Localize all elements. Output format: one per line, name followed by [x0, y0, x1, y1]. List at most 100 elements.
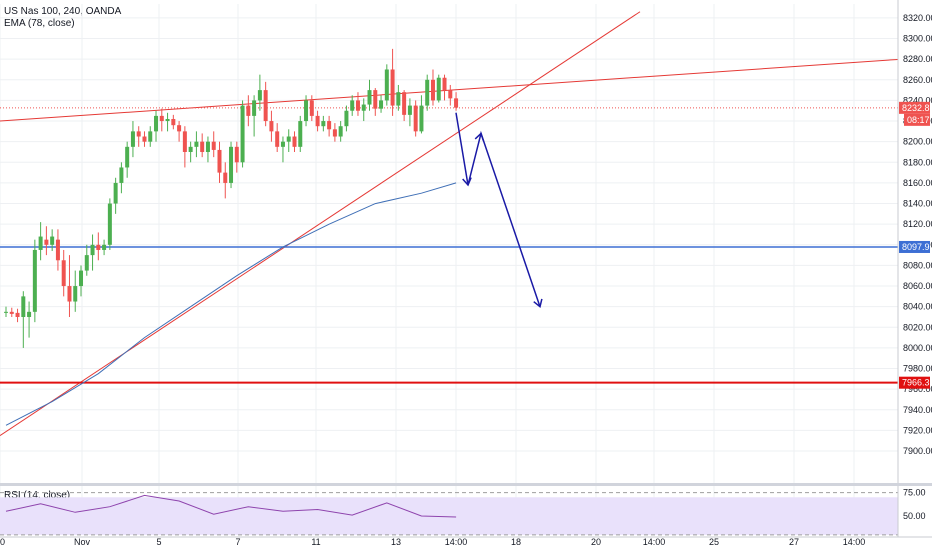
candle-body: [194, 141, 199, 147]
price-tick-label: 8240.00: [903, 95, 932, 105]
price-tick-label: 8060.00: [903, 281, 932, 291]
candle-body: [107, 203, 112, 245]
candle-body: [275, 131, 280, 147]
chart-title: US Nas 100, 240, OANDA: [4, 6, 122, 17]
candle-body: [177, 125, 182, 132]
candle-body: [119, 167, 124, 183]
candle-body: [159, 115, 164, 122]
candle-body: [430, 79, 435, 101]
annotations: [455, 112, 543, 309]
candle-body: [125, 146, 130, 168]
candle-body: [390, 69, 395, 106]
candle-body: [396, 92, 401, 106]
candle-body: [448, 90, 453, 99]
grid: [0, 4, 898, 532]
ema-legend: EMA (78, close): [4, 18, 75, 29]
candle-body: [73, 286, 78, 302]
candle-body: [286, 136, 291, 142]
rsi-legend: RSI (14, close): [4, 490, 71, 501]
pane-separator[interactable]: [0, 483, 932, 486]
candle-body: [96, 244, 101, 250]
candle-body: [292, 136, 297, 147]
candle-body: [338, 126, 343, 137]
time-tick-label: 0: [0, 537, 5, 547]
candle-body: [229, 146, 234, 183]
price-tag-current: [899, 101, 930, 114]
price-tick-label: 7960.00: [903, 384, 932, 394]
candle-body: [263, 90, 268, 122]
price-tick-label: 8000.00: [903, 343, 932, 353]
candle-body: [130, 131, 135, 147]
price-tag-red-label: 7966.3: [902, 378, 930, 388]
candle-body: [154, 115, 159, 132]
candle-body: [327, 121, 332, 130]
price-tick-label: 8040.00: [903, 302, 932, 312]
candle-body: [102, 244, 107, 250]
candles: [4, 48, 459, 348]
price-tick-label: 8160.00: [903, 178, 932, 188]
candle-body: [32, 249, 37, 312]
candle-body: [269, 121, 274, 132]
price-tick-label: 8020.00: [903, 322, 932, 332]
countdown-label: 08:17: [907, 115, 930, 125]
candle-body: [15, 312, 20, 317]
candle-body: [361, 104, 366, 111]
candle-body: [55, 239, 60, 261]
ema-line: [5, 182, 457, 426]
price-tick-label: 7900.00: [903, 446, 932, 456]
price-tick-label: 8140.00: [903, 199, 932, 209]
candle-body: [4, 311, 8, 313]
arrow-head: [474, 132, 485, 142]
candle-body: [402, 92, 407, 115]
candle-body: [367, 90, 372, 105]
candle-body: [84, 255, 89, 271]
time-tick-label: 11: [311, 537, 320, 547]
price-tag-blue-label: 8097.9: [902, 242, 930, 252]
candle-body: [21, 296, 26, 317]
rsi-line: [5, 494, 457, 518]
arrow-head: [533, 298, 543, 309]
candle-body: [205, 141, 210, 152]
rsi-tick-label: 50.00: [903, 511, 926, 521]
candle-body: [379, 100, 384, 109]
price-tick-label: 8280.00: [903, 54, 932, 64]
price-tick-label: 7920.00: [903, 425, 932, 435]
candle-body: [413, 105, 418, 132]
candle-body: [257, 90, 262, 101]
candle-body: [171, 118, 176, 126]
time-tick-label: 13: [391, 537, 401, 547]
price-tick-label: 8180.00: [903, 157, 932, 167]
rsi-band: [0, 497, 898, 535]
candle-body: [234, 146, 239, 163]
time-tick-label: 14:00: [643, 537, 666, 547]
candle-body: [384, 69, 389, 101]
lower-trendline[interactable]: [0, 11, 641, 437]
candle-body: [355, 100, 360, 111]
candle-body: [419, 105, 424, 132]
projection-arrow[interactable]: [455, 112, 541, 307]
candle-body: [113, 182, 118, 204]
candle-body: [44, 239, 49, 245]
candle-body: [217, 149, 222, 173]
time-tick-label: 14:00: [445, 537, 468, 547]
candle-body: [148, 131, 153, 142]
candle-body: [373, 90, 378, 109]
candle-body: [61, 260, 66, 287]
candle-body: [425, 79, 430, 106]
candle-body: [142, 136, 147, 142]
time-tick-label: 25: [709, 537, 719, 547]
price-tick-label: 8320.00: [903, 13, 932, 23]
countdown-tag: [904, 113, 930, 126]
price-tick-label: 7980.00: [903, 364, 932, 374]
price-tag-blue: [899, 240, 930, 253]
candle-body: [332, 129, 337, 137]
candle-body: [309, 100, 314, 116]
lines: [0, 11, 899, 437]
candle-body: [27, 311, 32, 317]
candle-body: [436, 77, 441, 101]
price-tick-label: 8260.00: [903, 75, 932, 85]
price-tick-label: 7940.00: [903, 405, 932, 415]
candle-body: [350, 100, 355, 111]
candle-body: [136, 131, 141, 137]
